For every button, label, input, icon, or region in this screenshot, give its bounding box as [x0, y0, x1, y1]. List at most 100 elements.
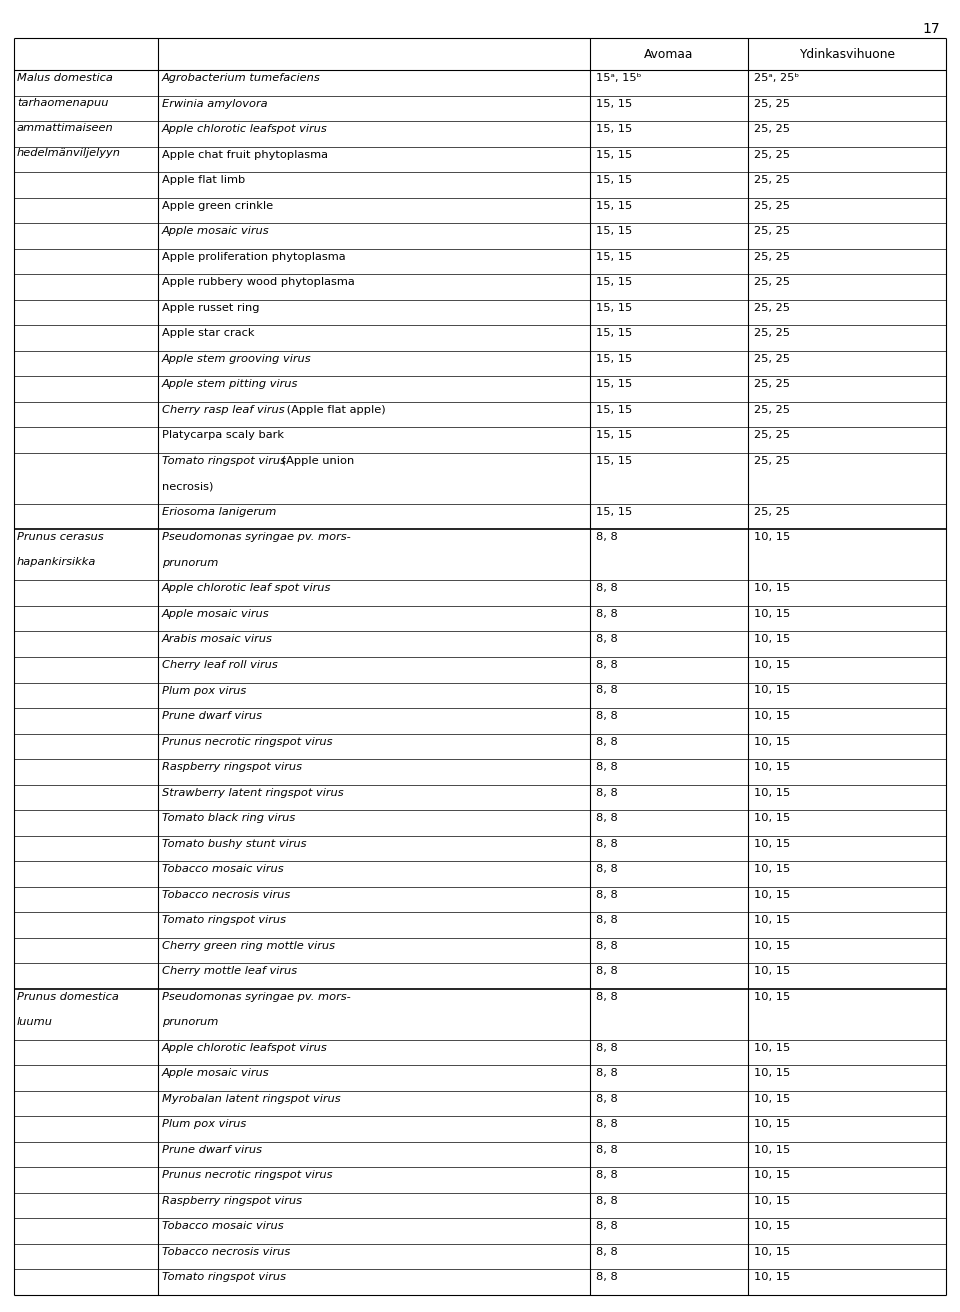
Text: 25, 25: 25, 25 — [754, 303, 790, 312]
Text: 10, 15: 10, 15 — [754, 711, 790, 722]
Text: 25, 25: 25, 25 — [754, 252, 790, 261]
Text: Avomaa: Avomaa — [644, 47, 694, 60]
Text: prunorum: prunorum — [162, 1017, 218, 1027]
Text: Tomato black ring virus: Tomato black ring virus — [162, 813, 296, 823]
Text: Plum pox virus: Plum pox virus — [162, 685, 247, 695]
Text: Apple star crack: Apple star crack — [162, 328, 254, 338]
Text: Apple russet ring: Apple russet ring — [162, 303, 259, 312]
Text: Prunus cerasus: Prunus cerasus — [17, 533, 104, 542]
Text: 10, 15: 10, 15 — [754, 609, 790, 619]
Text: Pseudomonas syringae pv. mors-: Pseudomonas syringae pv. mors- — [162, 533, 350, 542]
Text: Prunus domestica: Prunus domestica — [17, 992, 119, 1002]
Text: 25, 25: 25, 25 — [754, 506, 790, 517]
Text: 10, 15: 10, 15 — [754, 787, 790, 798]
Text: 10, 15: 10, 15 — [754, 865, 790, 874]
Text: Tobacco necrosis virus: Tobacco necrosis virus — [162, 1246, 290, 1257]
Text: 10, 15: 10, 15 — [754, 762, 790, 771]
Text: Ydinkasvihuone: Ydinkasvihuone — [799, 47, 895, 60]
Text: ammattimaiseen: ammattimaiseen — [17, 123, 113, 133]
Text: 8, 8: 8, 8 — [596, 736, 617, 747]
Text: 8, 8: 8, 8 — [596, 941, 617, 951]
Text: 8, 8: 8, 8 — [596, 1170, 617, 1181]
Text: Apple mosaic virus: Apple mosaic virus — [162, 609, 270, 619]
Text: 15, 15: 15, 15 — [596, 125, 633, 134]
Text: 10, 15: 10, 15 — [754, 1221, 790, 1232]
Text: Apple flat limb: Apple flat limb — [162, 174, 245, 185]
Text: Platycarpa scaly bark: Platycarpa scaly bark — [162, 430, 284, 441]
Text: 10, 15: 10, 15 — [754, 890, 790, 900]
Text: Cherry green ring mottle virus: Cherry green ring mottle virus — [162, 941, 335, 951]
Text: 15, 15: 15, 15 — [596, 174, 633, 185]
Text: 8, 8: 8, 8 — [596, 1145, 617, 1155]
Text: Plum pox virus: Plum pox virus — [162, 1119, 247, 1130]
Text: 8, 8: 8, 8 — [596, 916, 617, 925]
Text: Tobacco mosaic virus: Tobacco mosaic virus — [162, 1221, 283, 1232]
Text: 8, 8: 8, 8 — [596, 1273, 617, 1282]
Text: 15, 15: 15, 15 — [596, 455, 633, 466]
Text: 10, 15: 10, 15 — [754, 1068, 790, 1078]
Text: Tobacco mosaic virus: Tobacco mosaic virus — [162, 865, 283, 874]
Text: luumu: luumu — [17, 1017, 53, 1027]
Text: tarhaomenapuu: tarhaomenapuu — [17, 98, 108, 108]
Text: 10, 15: 10, 15 — [754, 1197, 790, 1206]
Text: 8, 8: 8, 8 — [596, 1119, 617, 1130]
Text: 25, 25: 25, 25 — [754, 201, 790, 211]
Text: 25, 25: 25, 25 — [754, 430, 790, 441]
Text: 8, 8: 8, 8 — [596, 635, 617, 644]
Text: 8, 8: 8, 8 — [596, 1043, 617, 1052]
Text: 10, 15: 10, 15 — [754, 1145, 790, 1155]
Text: Apple chlorotic leafspot virus: Apple chlorotic leafspot virus — [162, 125, 327, 134]
Text: 8, 8: 8, 8 — [596, 1197, 617, 1206]
Text: Apple proliferation phytoplasma: Apple proliferation phytoplasma — [162, 252, 346, 261]
Text: Apple green crinkle: Apple green crinkle — [162, 201, 274, 211]
Text: 25, 25: 25, 25 — [754, 455, 790, 466]
Text: 10, 15: 10, 15 — [754, 941, 790, 951]
Text: 25, 25: 25, 25 — [754, 125, 790, 134]
Text: Arabis mosaic virus: Arabis mosaic virus — [162, 635, 273, 644]
Text: Apple chlorotic leaf spot virus: Apple chlorotic leaf spot virus — [162, 584, 331, 593]
Text: 10, 15: 10, 15 — [754, 1273, 790, 1282]
Text: 8, 8: 8, 8 — [596, 865, 617, 874]
Text: 25, 25: 25, 25 — [754, 150, 790, 160]
Text: 10, 15: 10, 15 — [754, 916, 790, 925]
Text: Prunus necrotic ringspot virus: Prunus necrotic ringspot virus — [162, 736, 332, 747]
Text: 17: 17 — [923, 22, 940, 35]
Text: 10, 15: 10, 15 — [754, 1170, 790, 1181]
Text: 8, 8: 8, 8 — [596, 787, 617, 798]
Text: 8, 8: 8, 8 — [596, 660, 617, 670]
Text: Agrobacterium tumefaciens: Agrobacterium tumefaciens — [162, 73, 321, 83]
Text: Cherry mottle leaf virus: Cherry mottle leaf virus — [162, 966, 298, 976]
Text: hapankirsikka: hapankirsikka — [17, 558, 96, 567]
Text: 15, 15: 15, 15 — [596, 150, 633, 160]
Text: 8, 8: 8, 8 — [596, 711, 617, 722]
Text: 10, 15: 10, 15 — [754, 838, 790, 849]
Text: Cherry leaf roll virus: Cherry leaf roll virus — [162, 660, 277, 670]
Text: 15, 15: 15, 15 — [596, 98, 633, 109]
Text: (Apple flat apple): (Apple flat apple) — [283, 405, 386, 415]
Text: 10, 15: 10, 15 — [754, 685, 790, 695]
Text: Strawberry latent ringspot virus: Strawberry latent ringspot virus — [162, 787, 344, 798]
Text: Apple rubbery wood phytoplasma: Apple rubbery wood phytoplasma — [162, 277, 355, 287]
Text: 25, 25: 25, 25 — [754, 174, 790, 185]
Text: Apple mosaic virus: Apple mosaic virus — [162, 1068, 270, 1078]
Text: 25, 25: 25, 25 — [754, 328, 790, 338]
Text: 8, 8: 8, 8 — [596, 992, 617, 1002]
Text: Myrobalan latent ringspot virus: Myrobalan latent ringspot virus — [162, 1094, 341, 1103]
Text: 10, 15: 10, 15 — [754, 1246, 790, 1257]
Text: 15, 15: 15, 15 — [596, 430, 633, 441]
Text: Tomato ringspot virus: Tomato ringspot virus — [162, 455, 286, 466]
Text: 25ᵃ, 25ᵇ: 25ᵃ, 25ᵇ — [754, 73, 800, 83]
Text: 10, 15: 10, 15 — [754, 992, 790, 1002]
Text: Apple chlorotic leafspot virus: Apple chlorotic leafspot virus — [162, 1043, 327, 1052]
Text: 8, 8: 8, 8 — [596, 890, 617, 900]
Text: Cherry rasp leaf virus: Cherry rasp leaf virus — [162, 405, 284, 415]
Text: Tobacco necrosis virus: Tobacco necrosis virus — [162, 890, 290, 900]
Text: Malus domestica: Malus domestica — [17, 73, 113, 83]
Text: 15, 15: 15, 15 — [596, 379, 633, 390]
Text: 10, 15: 10, 15 — [754, 660, 790, 670]
Text: Tomato ringspot virus: Tomato ringspot virus — [162, 916, 286, 925]
Text: 25, 25: 25, 25 — [754, 354, 790, 363]
Text: Pseudomonas syringae pv. mors-: Pseudomonas syringae pv. mors- — [162, 992, 350, 1002]
Text: 10, 15: 10, 15 — [754, 966, 790, 976]
Text: Erwinia amylovora: Erwinia amylovora — [162, 98, 268, 109]
